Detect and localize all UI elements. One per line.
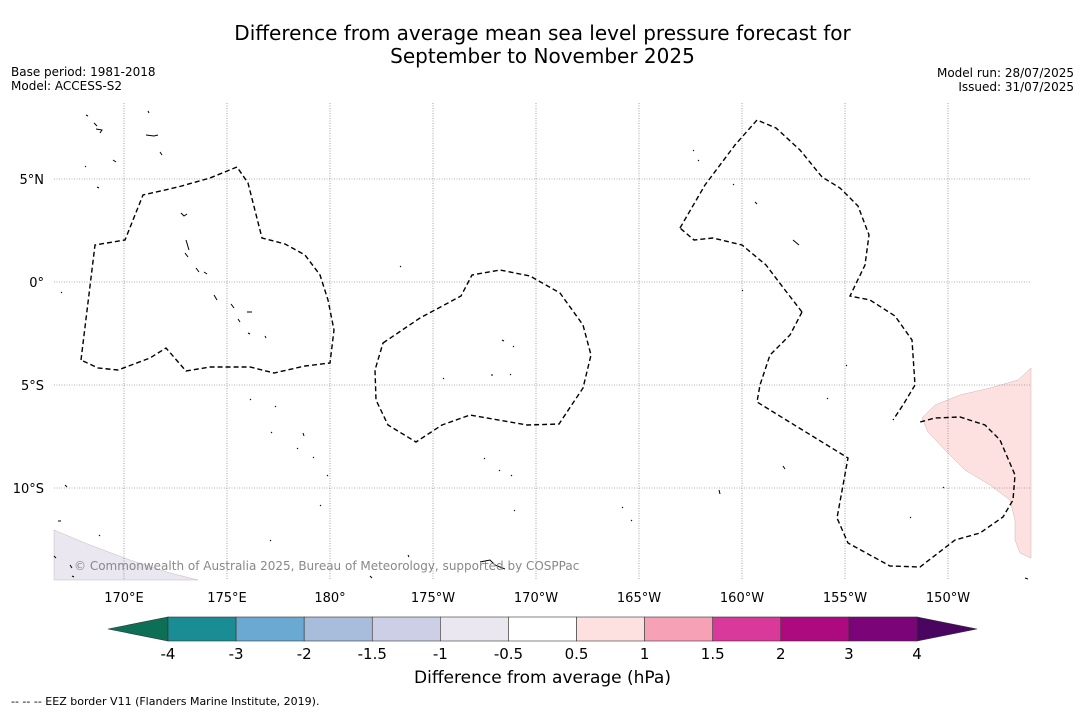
- lon-label-175w: 175°W: [411, 591, 455, 606]
- colorbar-segment: [576, 616, 645, 642]
- lon-label-150w: 150°W: [926, 591, 970, 606]
- colorbar-tick-label: 0.5: [565, 645, 589, 663]
- colorbar-segment: [848, 616, 918, 642]
- title-line-1: Difference from average mean sea level p…: [234, 21, 851, 45]
- eez-kiribati-gilbert: [80, 166, 335, 374]
- meta-right: Model run: 28/07/2025 Issued: 31/07/2025: [937, 66, 1074, 94]
- colorbar-segment: [712, 616, 782, 642]
- lat-label-5s: 5°S: [21, 379, 44, 394]
- lon-label-160w: 160°W: [720, 591, 764, 606]
- latitude-labels: 5°N 0° 5°S 10°S: [13, 173, 44, 497]
- lat-label-10s: 10°S: [13, 482, 44, 497]
- colorbar-segment: [780, 616, 850, 642]
- title-line-2: September to November 2025: [390, 44, 695, 68]
- colorbar-tick-label: 1: [640, 645, 650, 663]
- colorbar-tick-label: 4: [912, 645, 922, 663]
- lon-label-170e: 170°E: [104, 591, 144, 606]
- colorbar-segment: [508, 616, 577, 642]
- colorbar-segment: [644, 616, 714, 642]
- colorbar-segment: [303, 616, 373, 642]
- colorbar-extend-low: [107, 616, 169, 642]
- colorbar-tick-label: -0.5: [494, 645, 523, 663]
- graticule: [54, 103, 1031, 580]
- copyright-text: © Commonwealth of Australia 2025, Bureau…: [74, 559, 579, 573]
- eez-borders: [80, 119, 1016, 568]
- colorbar-tick-label: -1: [433, 645, 448, 663]
- colorbar: -4 -3 -2 -1.5 -1 -0.5 0.5 1 1.5 2 3 4: [107, 616, 978, 663]
- colorbar-tick-label: -3: [229, 645, 244, 663]
- meta-left: Base period: 1981-2018 Model: ACCESS-S2: [11, 65, 156, 93]
- base-period-text: Base period: 1981-2018: [11, 65, 156, 79]
- lon-label-175e: 175°E: [207, 591, 247, 606]
- colorbar-tick-label: -2: [297, 645, 312, 663]
- colorbar-label: Difference from average (hPa): [414, 668, 671, 688]
- model-text: Model: ACCESS-S2: [11, 79, 123, 93]
- eez-kiribati-line: [679, 119, 1016, 568]
- colorbar-tick-label: -1.5: [358, 645, 387, 663]
- colorbar-tick-label: 1.5: [701, 645, 725, 663]
- colorbar-segment: [235, 616, 305, 642]
- lon-label-155w: 155°W: [823, 591, 867, 606]
- lat-label-5n: 5°N: [20, 173, 45, 188]
- colorbar-tick-label: 3: [844, 645, 854, 663]
- lat-label-0: 0°: [29, 276, 44, 291]
- footer-legend: -- -- -- EEZ border V11 (Flanders Marine…: [11, 695, 320, 708]
- shading-south-west: [53, 529, 199, 581]
- longitude-labels: 170°E 175°E 180° 175°W 170°W 165°W 160°W…: [104, 591, 970, 606]
- lon-label-170w: 170°W: [514, 591, 558, 606]
- model-run-text: Model run: 28/07/2025: [936, 66, 1074, 80]
- eez-kiribati-phoenix: [374, 269, 592, 443]
- issued-text: Issued: 31/07/2025: [958, 80, 1074, 94]
- colorbar-tick-label: 2: [776, 645, 786, 663]
- lon-label-180: 180°: [314, 591, 345, 606]
- island-outlines: [53, 110, 1029, 580]
- colorbar-segment: [167, 616, 237, 642]
- colorbar-tick-label: -4: [161, 645, 176, 663]
- colorbar-extend-high: [916, 616, 978, 642]
- lon-label-165w: 165°W: [617, 591, 661, 606]
- colorbar-segment: [440, 616, 509, 642]
- shading-east: [921, 367, 1032, 559]
- colorbar-segment: [371, 616, 441, 642]
